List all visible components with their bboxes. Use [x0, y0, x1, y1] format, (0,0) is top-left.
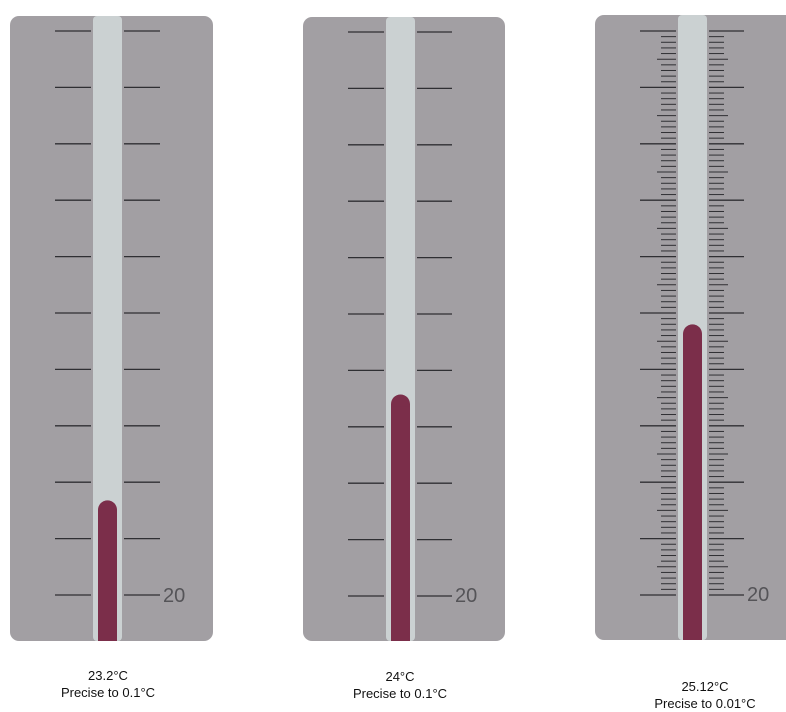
scale-label-20: 20 — [455, 585, 477, 607]
thermometer-3-graphic: 20 — [595, 15, 786, 640]
precision-label: Precise to 0.1°C — [352, 686, 448, 701]
thermometer-tube — [93, 16, 122, 641]
thermometer-2-graphic: 20 — [303, 17, 505, 641]
caption-1: 23.2°C Precise to 0.1°C — [33, 667, 183, 701]
thermometer-1-graphic: 20 — [10, 16, 213, 641]
thermometer-1: 20 — [10, 16, 213, 641]
scale-label-20: 20 — [163, 585, 185, 607]
thermometer-2: 20 — [303, 17, 505, 641]
thermometer-3: 20 — [595, 15, 786, 640]
liquid-column-base — [683, 336, 702, 640]
liquid-column-base — [98, 512, 117, 641]
reading-value: 23.2°C — [88, 668, 128, 683]
precision-label: Precise to 0.01°C — [654, 696, 756, 711]
precision-label: Precise to 0.1°C — [60, 685, 156, 700]
scale-ticks — [348, 31, 452, 597]
caption-2: 24°C Precise to 0.1°C — [325, 668, 475, 702]
reading-value: 25.12°C — [681, 679, 729, 694]
reading-value: 24°C — [385, 669, 415, 684]
liquid-column-base — [391, 406, 410, 641]
scale-ticks — [640, 30, 744, 596]
scale-ticks — [55, 30, 160, 596]
scale-label-20: 20 — [747, 584, 769, 606]
caption-3: 25.12°C Precise to 0.01°C — [630, 678, 780, 712]
